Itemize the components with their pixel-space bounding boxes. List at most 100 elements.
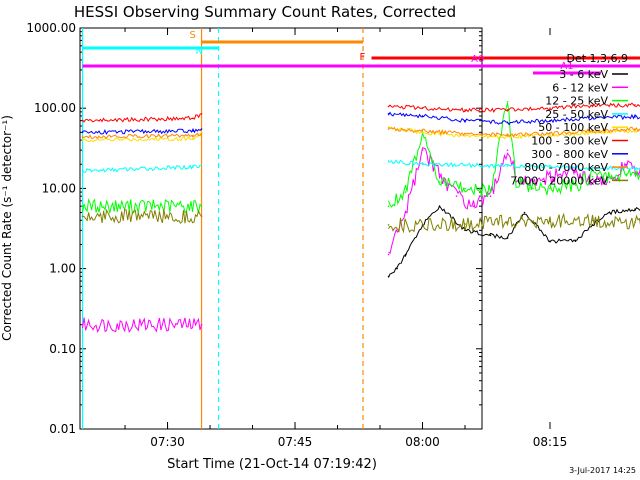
data-point [549, 107, 551, 109]
data-point [506, 149, 509, 151]
series-group [81, 147, 640, 333]
data-point [506, 121, 509, 124]
tick-layer: 0.01 0.10 1.00 10.00 100.00 1000.00 07:30 07:45… [26, 21, 567, 449]
data-point [608, 181, 611, 183]
data-point [81, 135, 84, 138]
data-point [591, 175, 594, 178]
data-point [455, 195, 458, 197]
data-point [506, 135, 509, 138]
data-point [532, 187, 534, 190]
data-point [438, 181, 441, 183]
data-point [387, 253, 390, 256]
data-point [200, 215, 203, 218]
data-point [192, 166, 194, 168]
state-bar-label: S [190, 30, 196, 41]
data-point [591, 116, 594, 119]
data-point [421, 115, 424, 117]
data-point [549, 187, 551, 190]
data-point [200, 128, 203, 130]
series-line [388, 126, 640, 138]
y-tick-label: 10.00 [42, 181, 76, 195]
state-bar-label: A0 [471, 54, 484, 65]
data-point [591, 130, 594, 132]
series-group [81, 102, 640, 123]
series-line [82, 132, 202, 143]
data-point [81, 323, 84, 326]
data-point [549, 134, 551, 137]
legend-entry-label: 12 - 25 keV [545, 95, 608, 108]
data-point [200, 205, 203, 207]
data-point [81, 205, 84, 207]
data-point [81, 131, 84, 134]
series-line [388, 147, 640, 255]
series-line [388, 212, 640, 234]
legend-entry-label: 300 - 800 keV [531, 148, 608, 161]
series-group [81, 159, 640, 173]
data-point [506, 165, 509, 167]
data-point [192, 130, 194, 132]
series-group [387, 205, 640, 278]
data-point [549, 220, 551, 222]
data-point [421, 149, 424, 151]
data-point [421, 163, 424, 166]
vertical-marker-layer [81, 28, 364, 429]
data-point [574, 171, 577, 173]
series-group [81, 111, 640, 135]
data-point [421, 107, 424, 109]
data-point [489, 234, 492, 237]
data-point [634, 116, 636, 118]
legend-title: Det 1,3,6,9 [566, 52, 628, 65]
series-line [388, 159, 640, 171]
series-layer [81, 101, 640, 333]
data-point [200, 132, 203, 135]
data-point [387, 113, 390, 115]
data-point [464, 119, 466, 122]
data-point [625, 163, 628, 166]
series-line [82, 113, 202, 123]
y-tick-label: 1000.00 [26, 21, 76, 35]
data-point [591, 104, 594, 107]
legend-entry-label: 7000 - 20000 keV [510, 174, 608, 187]
data-point [438, 173, 441, 176]
data-point [549, 175, 551, 178]
data-point [81, 139, 84, 141]
data-point [387, 160, 390, 162]
y-tick-label: 0.10 [49, 342, 76, 356]
series-line [388, 111, 640, 126]
series-line [82, 317, 202, 333]
data-point [591, 224, 594, 226]
data-point [464, 187, 466, 190]
data-point [464, 164, 466, 166]
legend-entry-label: 100 - 300 keV [531, 135, 608, 148]
data-point [506, 109, 509, 111]
y-tick-label: 1.00 [49, 262, 76, 276]
data-point [81, 119, 84, 122]
plot-frame [79, 27, 483, 430]
data-point [634, 208, 636, 211]
data-point [404, 191, 407, 193]
data-point [404, 253, 407, 256]
data-point [506, 101, 509, 103]
data-point [634, 128, 636, 130]
x-tick-label: 07:30 [150, 435, 185, 449]
data-point [634, 221, 636, 223]
legend-entry-label: 6 - 12 keV [552, 81, 608, 94]
data-point [464, 132, 466, 135]
data-point [464, 109, 466, 111]
data-point [506, 237, 509, 239]
chart-title: HESSI Observing Summary Count Rates, Cor… [74, 3, 456, 21]
x-tick-label: 08:00 [405, 435, 440, 449]
data-point [387, 205, 390, 207]
x-axis-label: Start Time (21-Oct-14 07:19:42) [167, 457, 377, 472]
series-group [81, 101, 640, 215]
data-point [591, 167, 594, 169]
data-point [634, 104, 636, 106]
series-line [388, 102, 640, 113]
data-point [608, 211, 611, 214]
series-line [388, 205, 640, 278]
series-line [82, 208, 202, 224]
legend-entry-label: 50 - 100 keV [538, 121, 608, 134]
data-point [489, 191, 492, 193]
